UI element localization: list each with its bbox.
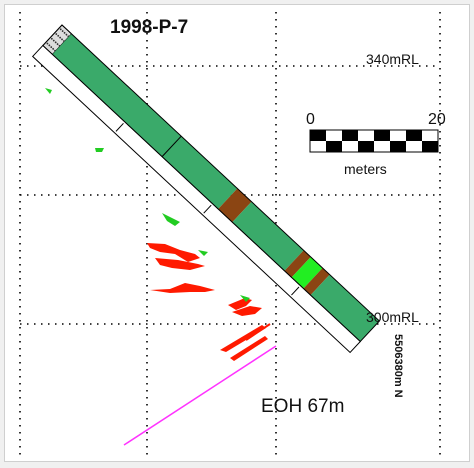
lithology-unit-fault-brown — [284, 250, 311, 278]
magenta-trace — [123, 345, 277, 446]
elevation-label-lower: 300mRL — [366, 309, 419, 325]
lithology-unit-rock-green — [52, 33, 238, 209]
lithology-unit-bright-green — [291, 256, 323, 289]
depth-tick — [291, 286, 300, 296]
assay-red-spike — [230, 336, 268, 361]
assay-red-spike — [147, 243, 200, 262]
overburden-stipple — [57, 34, 60, 37]
trace-column — [31, 44, 362, 354]
scale-bar-cell — [406, 130, 422, 141]
elevation-label-upper: 340mRL — [366, 51, 419, 67]
lithology-unit-rock-green — [310, 274, 380, 342]
overburden-stipple — [50, 46, 53, 48]
contact-line — [161, 135, 182, 157]
assay-red-spike — [155, 258, 205, 270]
overburden-stipple — [59, 36, 62, 39]
scale-unit-label: meters — [344, 161, 387, 177]
drill-hole-log — [31, 24, 381, 354]
overburden-stipple — [56, 43, 59, 46]
lithology-unit-fault-brown — [303, 267, 330, 296]
scale-start-label: 0 — [306, 111, 315, 128]
overburden-stipple — [52, 39, 55, 42]
overburden-stipple — [63, 31, 66, 34]
scale-bar-cell — [422, 141, 438, 152]
overburden-stipple — [59, 28, 62, 31]
assay-red-spike — [232, 306, 262, 316]
northing-label: 5506380m N — [392, 334, 404, 398]
lithology-unit-fault-brown — [218, 188, 252, 223]
overburden-stipple — [65, 33, 68, 36]
assay-red-spike — [220, 325, 266, 352]
overburden-stipple — [61, 30, 64, 32]
depth-tick — [203, 204, 212, 214]
lithology-border — [42, 24, 381, 343]
assay-green-spike — [240, 295, 250, 302]
assay-green-spike — [95, 148, 104, 152]
scale-bar — [309, 129, 439, 153]
scale-bar-cell — [390, 141, 406, 152]
scale-bar-cell — [310, 130, 326, 141]
overburden-stipple — [61, 38, 63, 41]
assay-histogram — [45, 88, 271, 361]
assay-red-spike — [245, 323, 271, 341]
lithology-column — [42, 24, 380, 342]
depth-tick — [115, 122, 124, 132]
assay-green-spike — [45, 88, 52, 94]
overburden-stipple — [50, 37, 53, 40]
overburden-stipple — [55, 33, 58, 35]
scale-bar-cell — [358, 141, 374, 152]
scale-bar-cell — [374, 130, 390, 141]
overburden-stipple — [54, 41, 57, 44]
scale-bar-cell — [342, 130, 358, 141]
assay-red-spike — [150, 283, 215, 293]
figure-title: 1998-P-7 — [110, 17, 188, 38]
end-of-hole-label: EOH 67m — [261, 396, 344, 417]
assay-green-spike — [198, 250, 208, 256]
overburden-stipple — [52, 47, 55, 50]
assay-green-spike — [162, 213, 180, 226]
overburden-stipple — [46, 42, 49, 45]
scale-bar-cell — [326, 141, 342, 152]
lithology-unit-rock-green — [232, 201, 304, 271]
scale-end-label: 20 — [428, 111, 446, 128]
overburden-stipple — [48, 44, 51, 47]
